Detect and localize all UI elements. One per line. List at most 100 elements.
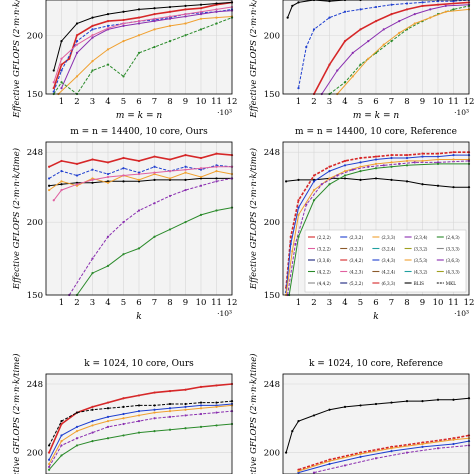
data-point [52, 69, 55, 72]
data-point [60, 63, 63, 66]
x-tick-label: 2 [74, 97, 79, 107]
data-point [405, 2, 409, 5]
data-point [60, 188, 63, 192]
data-point [184, 4, 187, 7]
data-point [215, 180, 218, 183]
data-point [374, 158, 378, 161]
data-point [184, 388, 187, 391]
data-point [312, 174, 316, 177]
data-point [328, 165, 331, 168]
data-point [60, 69, 63, 72]
legend-entry: ⟨2,4,3⟩ [446, 235, 460, 240]
data-point [122, 18, 125, 22]
data-point [48, 177, 51, 180]
data-point [122, 405, 125, 408]
data-point [343, 164, 347, 167]
data-point [122, 412, 125, 416]
data-point [52, 199, 55, 202]
x-tick-label: 3 [327, 97, 332, 107]
data-point [91, 34, 94, 37]
data-point [199, 28, 203, 31]
data-point [215, 22, 218, 25]
data-point [436, 152, 440, 155]
legend-entry: ⟨2,2,2⟩ [317, 235, 331, 240]
data-point [215, 2, 218, 5]
x-tick-label: 6 [373, 298, 378, 308]
data-point [75, 430, 79, 433]
x-tick-label: 8 [404, 97, 409, 107]
legend-entry: ⟨3,5,3⟩ [414, 258, 428, 263]
data-point [452, 151, 455, 154]
x-tick-label: 6 [373, 97, 378, 107]
data-point [390, 401, 393, 404]
data-point [137, 404, 141, 407]
data-point [452, 186, 455, 189]
data-point [153, 178, 156, 181]
data-point [106, 235, 110, 238]
data-point [153, 408, 156, 411]
y-tick-label: 200 [264, 31, 280, 41]
data-point [184, 34, 187, 37]
data-point [122, 22, 125, 25]
series-line [58, 16, 233, 95]
data-point [297, 235, 300, 238]
data-point [184, 168, 187, 171]
data-point [297, 470, 300, 473]
data-point [436, 3, 440, 6]
legend-entry: ⟨3,3,2⟩ [414, 247, 428, 252]
x-axis-label: m = k = n [353, 111, 400, 121]
data-point [374, 457, 378, 460]
data-point [429, 8, 432, 11]
data-point [291, 430, 294, 433]
data-point [320, 183, 323, 186]
data-point [91, 60, 94, 63]
data-point [153, 417, 156, 420]
data-point [343, 177, 347, 180]
series-line [329, 5, 470, 95]
data-point [168, 158, 172, 161]
data-point [122, 417, 125, 420]
data-point [297, 420, 300, 423]
y-axis-label: Effective GFLOPS (2·m·n·k/time) [11, 0, 22, 119]
data-point [168, 402, 172, 406]
data-point [91, 28, 94, 31]
data-point [137, 34, 141, 37]
data-point [106, 425, 110, 428]
data-point [106, 420, 110, 423]
x-tick-label: 2 [311, 298, 316, 308]
data-point [122, 174, 125, 177]
axes-frame [45, 141, 233, 296]
data-point [106, 24, 110, 27]
data-point [106, 407, 110, 410]
data-point [60, 434, 63, 437]
data-point [153, 165, 156, 168]
x-tick-label: 12 [464, 298, 474, 308]
data-point [122, 40, 125, 43]
legend-entry: ⟨4,2,4⟩ [381, 270, 395, 275]
data-point [390, 450, 393, 453]
data-point [413, 161, 416, 164]
panel-f: 200 248 k = 1024, 10 core, Reference Effect… [248, 353, 471, 474]
data-point [374, 177, 378, 180]
data-point [421, 1, 424, 4]
y-axis-label: Effective GFLOPS (2·m·n·k/time) [11, 148, 22, 290]
data-point [91, 168, 94, 171]
data-point [75, 22, 79, 25]
data-point [199, 156, 203, 160]
data-point [452, 158, 455, 161]
data-point [168, 415, 172, 418]
data-point [390, 447, 393, 450]
data-point [91, 272, 94, 275]
x-tick-label: 8 [404, 298, 409, 308]
data-point [75, 34, 79, 37]
y-axis-label: Effective GFLOPS (2·m·n·k/time) [248, 0, 259, 119]
data-point [390, 13, 393, 16]
x-tick-label: 10 [433, 97, 444, 107]
data-point [452, 154, 455, 157]
legend-entry: ⟨3,2,2⟩ [317, 247, 331, 252]
data-point [374, 155, 378, 158]
data-point [285, 180, 288, 183]
data-point [153, 28, 156, 31]
x-tick-label: 11 [211, 97, 222, 107]
